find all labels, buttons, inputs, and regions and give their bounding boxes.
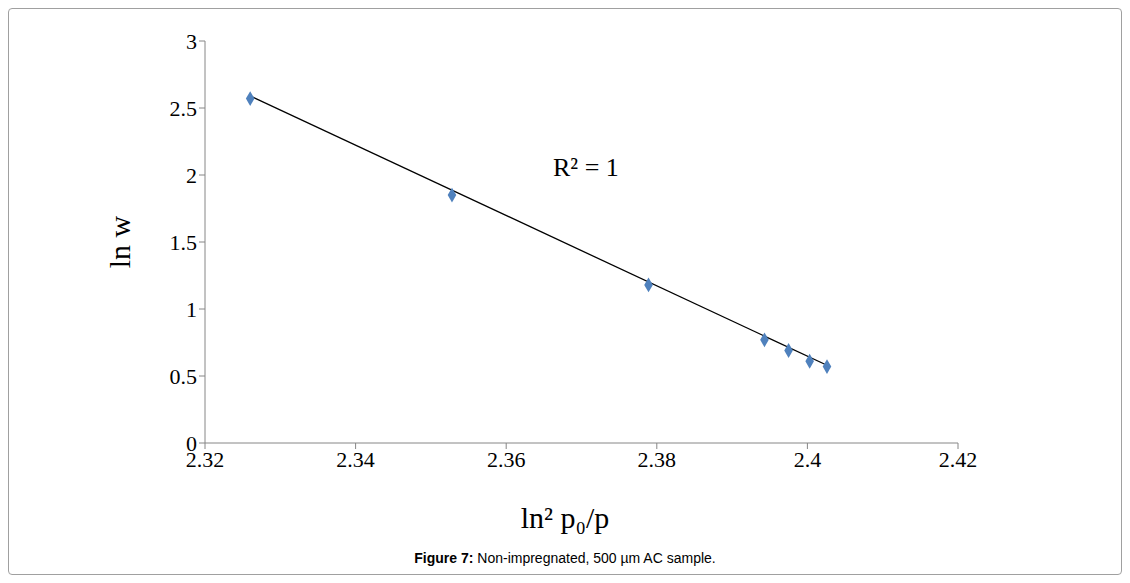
svg-text:2.38: 2.38 bbox=[638, 447, 677, 472]
html-text:ln² p₀/p: ln² p₀/p bbox=[520, 501, 610, 534]
svg-text:2.42: 2.42 bbox=[939, 447, 978, 472]
svg-text:0.5: 0.5 bbox=[170, 364, 198, 389]
svg-text:1: 1 bbox=[186, 297, 197, 322]
svg-text:2.5: 2.5 bbox=[170, 96, 198, 121]
svg-text:2.32: 2.32 bbox=[185, 446, 225, 472]
svg-text:2.34: 2.34 bbox=[336, 447, 375, 472]
svg-text:1.5: 1.5 bbox=[170, 230, 198, 255]
svg-text:2.36: 2.36 bbox=[487, 447, 526, 472]
html-text:ln w: ln w bbox=[103, 215, 136, 269]
svg-text:3: 3 bbox=[186, 29, 197, 54]
html-text:Figure 7: Non-impregnated, 500: Figure 7: Non-impregnated, 500 µm AC sam… bbox=[414, 550, 716, 566]
svg-text:2: 2 bbox=[186, 163, 197, 188]
svg-text:0: 0 bbox=[186, 431, 197, 456]
html-text:R² = 1: R² = 1 bbox=[553, 153, 619, 182]
svg-text:2.4: 2.4 bbox=[794, 447, 822, 472]
